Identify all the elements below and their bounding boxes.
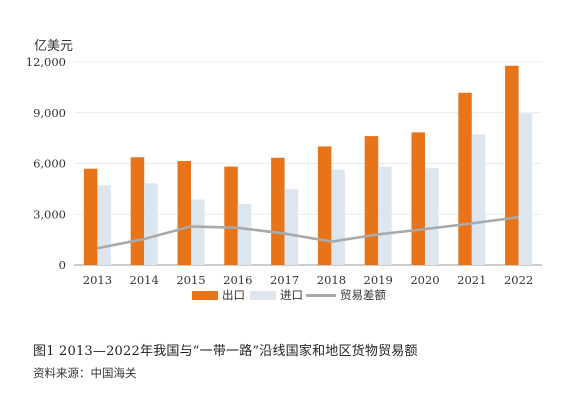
y-tick-label: 12,000	[26, 55, 66, 69]
y-tick-label: 3,000	[33, 207, 66, 221]
bar-import	[237, 203, 252, 265]
bar-import	[425, 168, 439, 265]
x-tick-label: 2017	[270, 273, 299, 287]
bar-export	[317, 146, 332, 265]
x-tick-label: 2014	[130, 273, 159, 287]
bar-import	[378, 166, 392, 265]
x-tick-label: 2022	[504, 273, 533, 287]
legend-swatch-balance	[306, 293, 336, 297]
bar-import	[144, 183, 158, 265]
line-trade-balance	[97, 215, 519, 250]
bar-export	[83, 168, 98, 265]
bar-export	[458, 92, 472, 265]
x-tick-label: 2013	[83, 273, 112, 287]
chart-legend: 出口 进口 贸易差额	[0, 287, 577, 305]
bar-export	[505, 65, 519, 265]
bar-export	[364, 136, 379, 265]
y-tick-label: 0	[59, 258, 66, 272]
legend-item-export: 出口	[192, 287, 245, 303]
bar-import	[284, 189, 299, 265]
legend-swatch-import	[250, 290, 276, 300]
y-tick-label: 9,000	[33, 106, 66, 120]
x-tick-label: 2020	[410, 273, 439, 287]
bar-export	[411, 132, 425, 265]
bar-export	[224, 166, 238, 265]
legend-item-balance: 贸易差额	[306, 287, 386, 303]
bar-export	[271, 157, 285, 265]
bar-export	[130, 157, 145, 265]
legend-item-import: 进口	[250, 287, 303, 303]
bar-import	[331, 169, 345, 265]
bar-import	[518, 113, 533, 266]
legend-label-export: 出口	[222, 288, 245, 302]
legend-swatch-export	[192, 290, 218, 300]
figure-caption: 图1 2013—2022年我国与“一带一路”沿线国家和地区货物贸易额	[33, 344, 418, 359]
x-tick-label: 2015	[176, 273, 205, 287]
bar-import	[97, 185, 111, 265]
bar-import	[191, 199, 205, 265]
bar-export	[177, 160, 191, 265]
y-axis-unit-label: 亿美元	[34, 39, 74, 54]
x-tick-label: 2019	[364, 273, 393, 287]
legend-label-balance: 贸易差额	[340, 288, 386, 302]
y-tick-label: 6,000	[33, 157, 66, 171]
legend-label-import: 进口	[280, 288, 303, 302]
x-tick-label: 2016	[223, 273, 252, 287]
x-tick-label: 2018	[317, 273, 346, 287]
bar-import	[471, 134, 486, 265]
source-note: 资料来源：中国海关	[33, 366, 137, 380]
x-tick-label: 2021	[457, 273, 486, 287]
